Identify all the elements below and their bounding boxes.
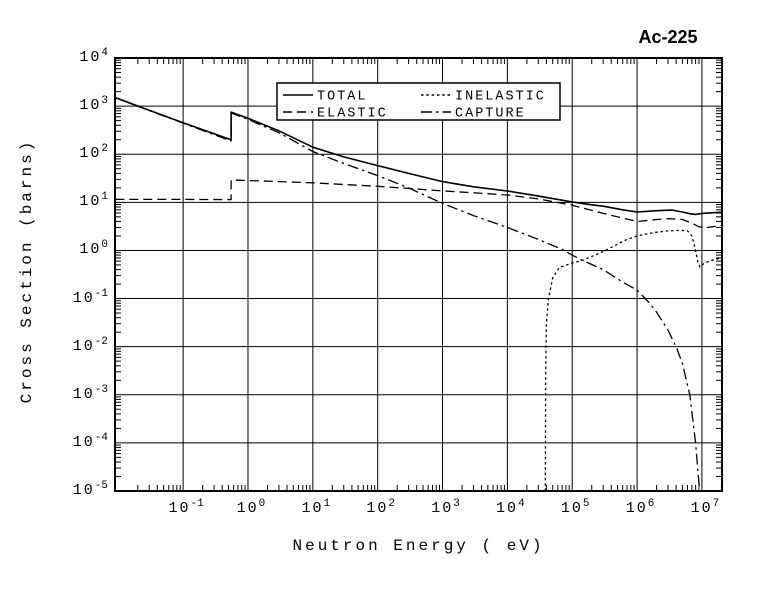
y-tick-label: 10-2 (72, 335, 108, 355)
x-tick-label: 101 (301, 498, 331, 517)
y-tick-label: 101 (79, 191, 108, 211)
x-tick-label: 107 (690, 498, 720, 517)
x-tick-label: 105 (560, 498, 590, 517)
y-tick-label: 10-4 (72, 431, 108, 451)
legend-label-total: TOTAL (317, 90, 368, 105)
legend-label-elastic: ELASTIC (317, 107, 388, 122)
series-capture (115, 97, 701, 492)
y-tick-label: 103 (79, 95, 108, 115)
series-inelastic (544, 229, 722, 492)
legend-label-capture: CAPTURE (455, 107, 526, 122)
y-tick-label: 100 (79, 239, 108, 259)
y-axis-label: Cross Section (barns) (18, 138, 36, 404)
legend-box (276, 82, 561, 121)
series-total (115, 96, 722, 216)
x-tick-label: 10-1 (168, 498, 204, 517)
y-tick-label: 102 (79, 143, 108, 163)
y-tick-label: 10-5 (72, 480, 108, 499)
legend-label-inelastic: INELASTIC (455, 90, 546, 105)
chart-title: Ac-225 (638, 27, 698, 47)
y-tick-label: 104 (79, 47, 108, 66)
series-elastic (115, 179, 722, 229)
x-tick-label: 106 (625, 498, 655, 517)
x-axis-label: Neutron Energy ( eV) (292, 537, 545, 555)
plot-frame (114, 57, 723, 492)
x-tick-label: 104 (496, 498, 525, 517)
y-tick-label: 10-3 (72, 383, 108, 403)
x-tick-label: 100 (236, 498, 266, 517)
x-tick-label: 102 (366, 498, 395, 517)
x-tick-label: 103 (431, 498, 460, 517)
y-tick-label: 10-1 (72, 287, 108, 307)
